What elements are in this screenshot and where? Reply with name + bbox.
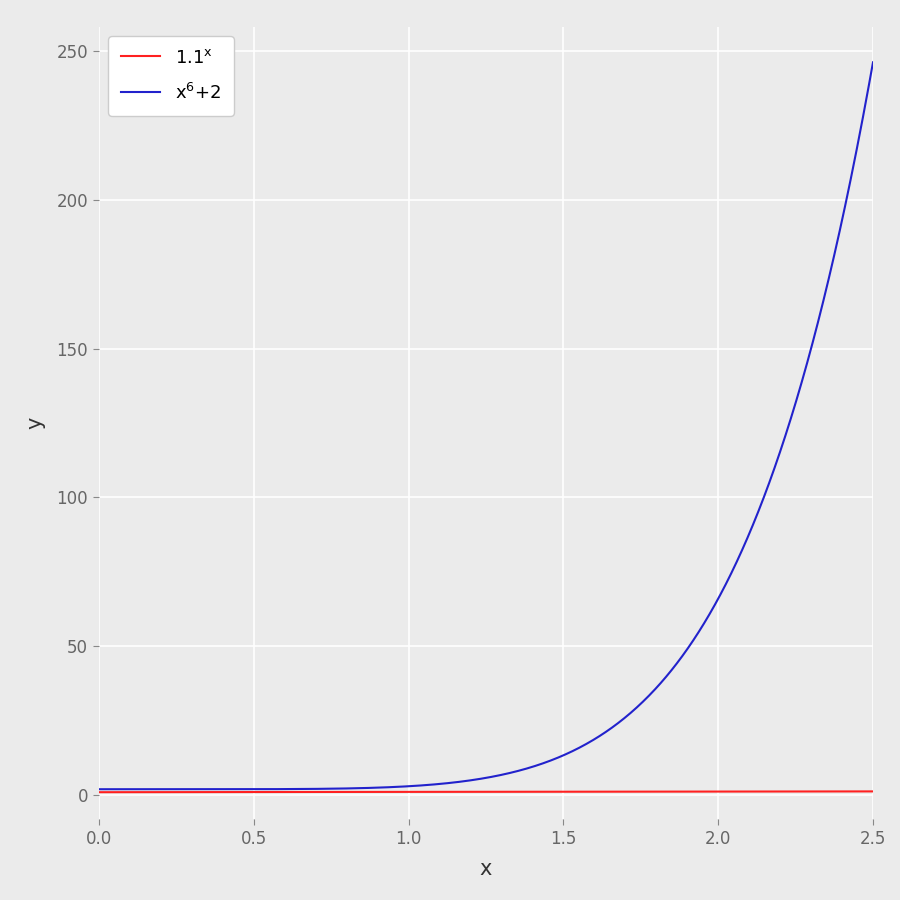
- X-axis label: x: x: [480, 860, 492, 879]
- Y-axis label: y: y: [25, 417, 45, 429]
- Legend: $\mathregular{1.1}^{\mathregular{x}}$, $\mathregular{x}^{\mathregular{6}}\mathre: $\mathregular{1.1}^{\mathregular{x}}$, $…: [108, 36, 234, 116]
